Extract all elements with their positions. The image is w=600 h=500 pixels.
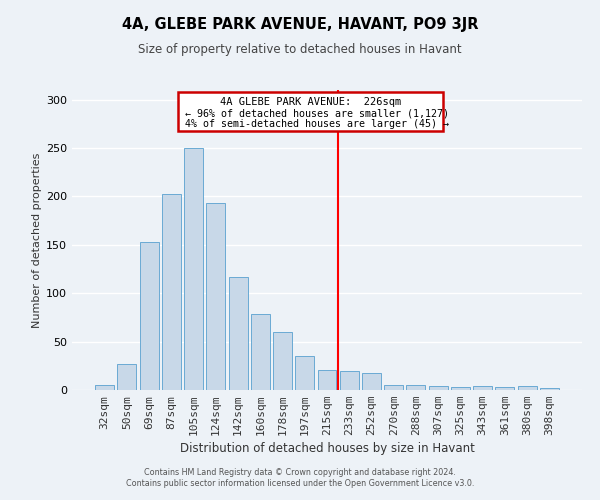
Text: 4A GLEBE PARK AVENUE:  226sqm: 4A GLEBE PARK AVENUE: 226sqm bbox=[220, 97, 401, 107]
Text: Size of property relative to detached houses in Havant: Size of property relative to detached ho… bbox=[138, 42, 462, 56]
Bar bbox=[295, 356, 314, 390]
Bar bbox=[362, 372, 381, 390]
Bar bbox=[340, 370, 359, 390]
Text: Contains HM Land Registry data © Crown copyright and database right 2024.
Contai: Contains HM Land Registry data © Crown c… bbox=[126, 468, 474, 487]
Text: 4% of semi-detached houses are larger (45) →: 4% of semi-detached houses are larger (4… bbox=[185, 119, 449, 129]
Text: ← 96% of detached houses are smaller (1,127): ← 96% of detached houses are smaller (1,… bbox=[185, 108, 449, 118]
Y-axis label: Number of detached properties: Number of detached properties bbox=[32, 152, 42, 328]
Bar bbox=[162, 194, 181, 390]
Bar bbox=[229, 277, 248, 390]
Bar bbox=[384, 385, 403, 390]
Text: 4A, GLEBE PARK AVENUE, HAVANT, PO9 3JR: 4A, GLEBE PARK AVENUE, HAVANT, PO9 3JR bbox=[122, 18, 478, 32]
Bar bbox=[118, 364, 136, 390]
Bar bbox=[273, 332, 292, 390]
Bar bbox=[206, 203, 225, 390]
Bar bbox=[473, 386, 492, 390]
Bar bbox=[406, 385, 425, 390]
Bar bbox=[95, 385, 114, 390]
Bar bbox=[184, 148, 203, 390]
Bar bbox=[251, 314, 270, 390]
Bar bbox=[518, 386, 536, 390]
Bar bbox=[317, 370, 337, 390]
Bar bbox=[451, 387, 470, 390]
Bar bbox=[496, 387, 514, 390]
Bar bbox=[540, 388, 559, 390]
Bar bbox=[178, 92, 443, 130]
X-axis label: Distribution of detached houses by size in Havant: Distribution of detached houses by size … bbox=[179, 442, 475, 456]
Bar bbox=[429, 386, 448, 390]
Bar bbox=[140, 242, 158, 390]
